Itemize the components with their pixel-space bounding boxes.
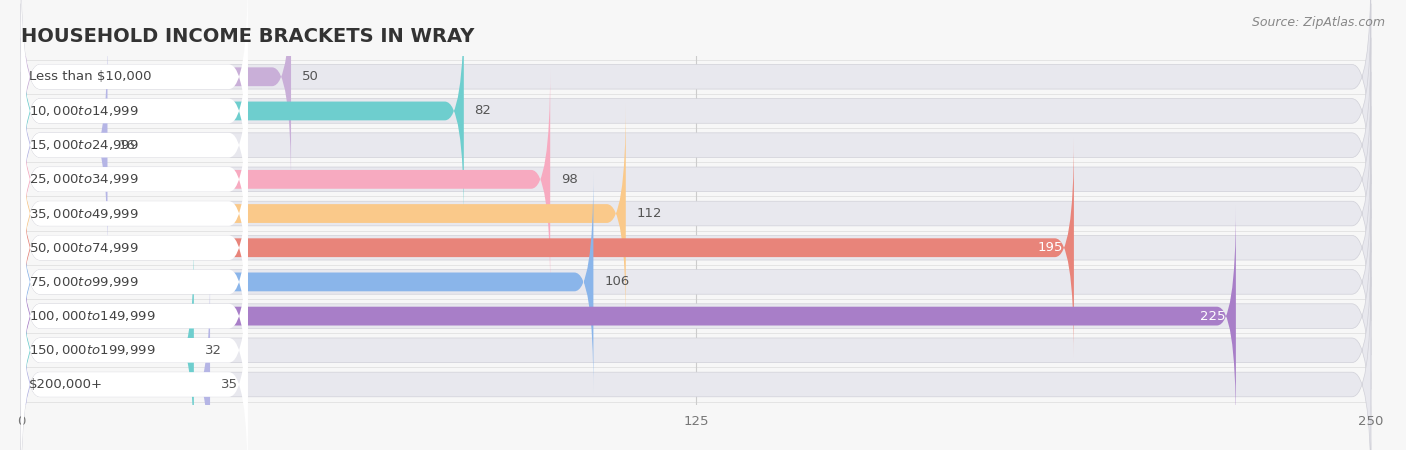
Text: 225: 225 — [1199, 310, 1225, 323]
FancyBboxPatch shape — [21, 206, 1236, 426]
FancyBboxPatch shape — [21, 1, 464, 221]
FancyBboxPatch shape — [21, 137, 1074, 358]
FancyBboxPatch shape — [21, 0, 247, 184]
FancyBboxPatch shape — [21, 175, 247, 389]
Text: 50: 50 — [302, 70, 319, 83]
FancyBboxPatch shape — [21, 209, 1371, 423]
FancyBboxPatch shape — [21, 171, 593, 392]
Text: 106: 106 — [605, 275, 630, 288]
Text: 98: 98 — [561, 173, 578, 186]
Text: $35,000 to $49,999: $35,000 to $49,999 — [30, 207, 139, 220]
Text: $15,000 to $24,999: $15,000 to $24,999 — [30, 138, 139, 152]
FancyBboxPatch shape — [21, 209, 247, 423]
Text: 82: 82 — [475, 104, 492, 117]
Text: Source: ZipAtlas.com: Source: ZipAtlas.com — [1251, 16, 1385, 29]
Text: $25,000 to $34,999: $25,000 to $34,999 — [30, 172, 139, 186]
Text: 112: 112 — [637, 207, 662, 220]
Text: 16: 16 — [118, 139, 135, 152]
FancyBboxPatch shape — [21, 38, 247, 252]
FancyBboxPatch shape — [21, 175, 1371, 389]
Text: HOUSEHOLD INCOME BRACKETS IN WRAY: HOUSEHOLD INCOME BRACKETS IN WRAY — [21, 27, 474, 46]
FancyBboxPatch shape — [21, 140, 1371, 355]
FancyBboxPatch shape — [21, 103, 626, 324]
FancyBboxPatch shape — [21, 277, 247, 450]
FancyBboxPatch shape — [21, 72, 1371, 287]
Text: 35: 35 — [221, 378, 238, 391]
FancyBboxPatch shape — [21, 106, 247, 321]
FancyBboxPatch shape — [21, 240, 194, 450]
Text: Less than $10,000: Less than $10,000 — [30, 70, 152, 83]
Text: 195: 195 — [1038, 241, 1063, 254]
FancyBboxPatch shape — [21, 106, 1371, 321]
FancyBboxPatch shape — [21, 243, 247, 450]
FancyBboxPatch shape — [21, 140, 247, 355]
FancyBboxPatch shape — [21, 35, 107, 256]
Text: $10,000 to $14,999: $10,000 to $14,999 — [30, 104, 139, 118]
FancyBboxPatch shape — [21, 38, 1371, 252]
Text: $50,000 to $74,999: $50,000 to $74,999 — [30, 241, 139, 255]
FancyBboxPatch shape — [21, 277, 1371, 450]
FancyBboxPatch shape — [21, 0, 291, 187]
FancyBboxPatch shape — [21, 4, 1371, 218]
Text: 32: 32 — [205, 344, 222, 357]
FancyBboxPatch shape — [21, 69, 550, 290]
Text: $75,000 to $99,999: $75,000 to $99,999 — [30, 275, 139, 289]
FancyBboxPatch shape — [21, 0, 1371, 184]
FancyBboxPatch shape — [21, 4, 247, 218]
FancyBboxPatch shape — [21, 243, 1371, 450]
FancyBboxPatch shape — [21, 72, 247, 287]
FancyBboxPatch shape — [21, 274, 209, 450]
Text: $200,000+: $200,000+ — [30, 378, 103, 391]
Text: $150,000 to $199,999: $150,000 to $199,999 — [30, 343, 156, 357]
Text: $100,000 to $149,999: $100,000 to $149,999 — [30, 309, 156, 323]
